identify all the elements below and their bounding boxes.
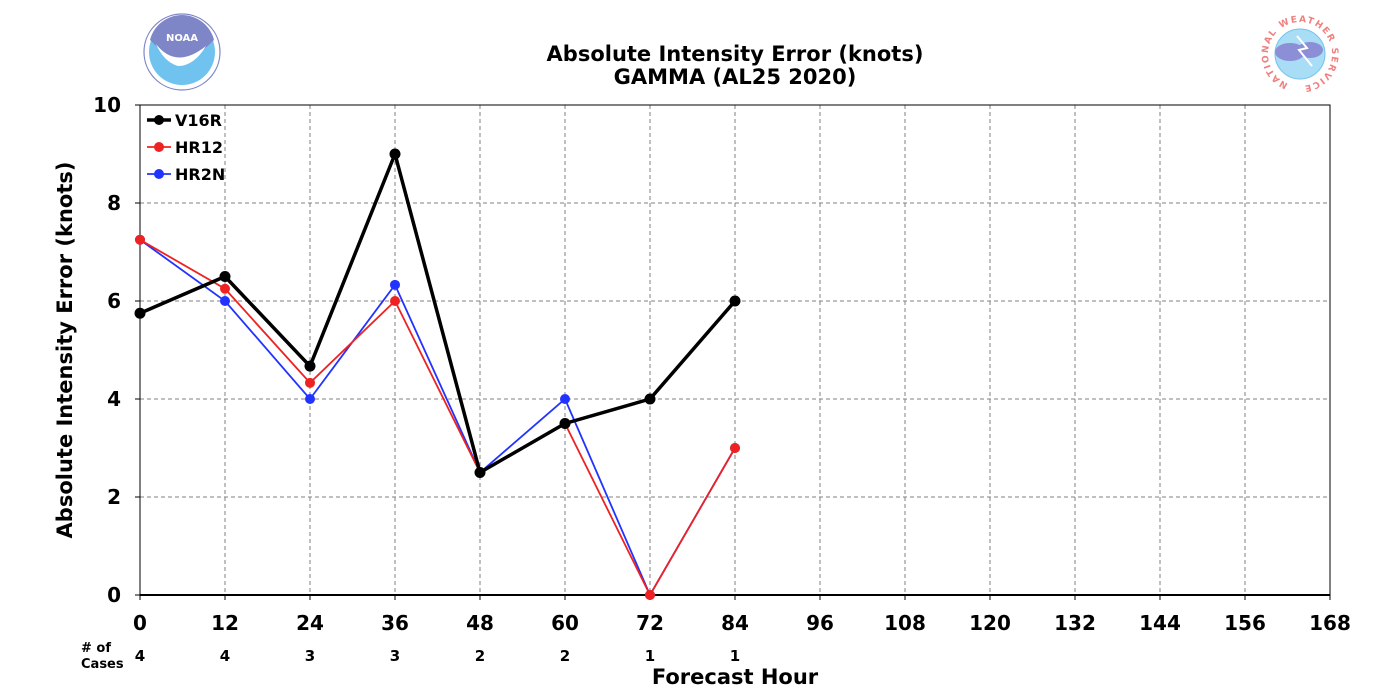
case-count: 3: [305, 647, 315, 665]
x-tick-label: 132: [1054, 611, 1096, 635]
x-tick-label: 0: [133, 611, 147, 635]
data-point-hr12: [645, 590, 655, 600]
case-count: 4: [135, 647, 145, 665]
series-line-hr12: [139, 238, 736, 597]
data-point-hr12: [220, 283, 230, 294]
noaa-logo: NOAA: [143, 13, 221, 91]
case-counts: 4 4 3 3 2 2 1 1: [135, 647, 740, 665]
y-tick-label: 6: [107, 289, 121, 313]
data-point-v16r: [559, 418, 571, 429]
data-point-hr12: [305, 377, 315, 388]
x-tick-label: 60: [551, 611, 579, 635]
case-count: 1: [645, 647, 655, 665]
x-axis-label: Forecast Hour: [652, 665, 819, 689]
legend-label: V16R: [175, 111, 222, 130]
y-tick-label: 10: [93, 93, 121, 117]
legend-item-hr2n: HR2N: [147, 165, 225, 184]
x-tick-label: 36: [381, 611, 409, 635]
data-point-v16r: [474, 467, 486, 478]
y-tick-label: 2: [107, 485, 121, 509]
nws-logo: NATIONAL WEATHER SERVICE: [1261, 15, 1338, 93]
y-tick-labels: 0 2 4 6 8 10: [93, 93, 140, 607]
x-tick-label: 12: [211, 611, 239, 635]
series-line-v16r: [139, 148, 737, 476]
case-count: 2: [475, 647, 485, 665]
data-point-hr2n: [220, 296, 230, 306]
data-point-v16r: [304, 360, 316, 372]
data-point-hr12: [390, 296, 400, 306]
legend-item-hr12: HR12: [147, 138, 223, 157]
x-tick-label: 156: [1224, 611, 1266, 635]
case-count: 3: [390, 647, 400, 665]
y-tick-label: 0: [107, 583, 121, 607]
chart-title: Absolute Intensity Error (knots): [547, 42, 924, 66]
series-hr12: [135, 234, 740, 600]
y-tick-label: 4: [107, 387, 121, 411]
x-tick-label: 120: [969, 611, 1011, 635]
data-point-v16r: [219, 271, 231, 282]
x-tick-label: 24: [296, 611, 324, 635]
chart-subtitle: GAMMA (AL25 2020): [614, 65, 857, 89]
legend-item-v16r: V16R: [147, 111, 222, 130]
x-tick-label: 144: [1139, 611, 1181, 635]
legend-label: HR2N: [175, 165, 225, 184]
y-tick-label: 8: [107, 191, 121, 215]
case-count: 2: [560, 647, 570, 665]
legend-swatch-marker: [154, 115, 164, 125]
legend-swatch-marker: [154, 142, 164, 152]
case-count: 4: [220, 647, 230, 665]
data-point-hr12: [730, 443, 740, 453]
data-point-v16r: [644, 393, 656, 405]
x-tick-label: 84: [721, 611, 749, 635]
data-point-v16r: [134, 307, 146, 319]
data-point-hr2n: [560, 394, 570, 404]
series-lines: [134, 148, 741, 600]
x-tick-label: 96: [806, 611, 834, 635]
data-point-hr2n: [390, 279, 400, 290]
data-point-hr12: [135, 234, 145, 245]
x-tick-label: 48: [466, 611, 494, 635]
cases-header-line2: Cases: [81, 657, 124, 672]
cases-header-line1: # of: [81, 641, 111, 656]
data-point-hr2n: [305, 394, 315, 404]
noaa-logo-text: NOAA: [166, 33, 198, 44]
grid-lines: [140, 105, 1330, 595]
x-tick-label: 108: [884, 611, 926, 635]
y-axis-label: Absolute Intensity Error (knots): [53, 162, 77, 539]
series-line-hr2n: [139, 239, 736, 597]
x-tick-label: 72: [636, 611, 664, 635]
data-point-v16r: [729, 295, 741, 307]
legend-swatch-marker: [154, 169, 164, 179]
x-tick-labels: 0 12 24 36 48 60 72 84 96 108 120 132 144 156 168: [133, 595, 1351, 635]
x-tick-label: 168: [1309, 611, 1351, 635]
legend: V16R HR12 HR2N: [147, 111, 225, 184]
series-v16r: [134, 148, 741, 478]
data-point-v16r: [389, 148, 401, 160]
legend-label: HR12: [175, 138, 223, 157]
case-count: 1: [730, 647, 740, 665]
